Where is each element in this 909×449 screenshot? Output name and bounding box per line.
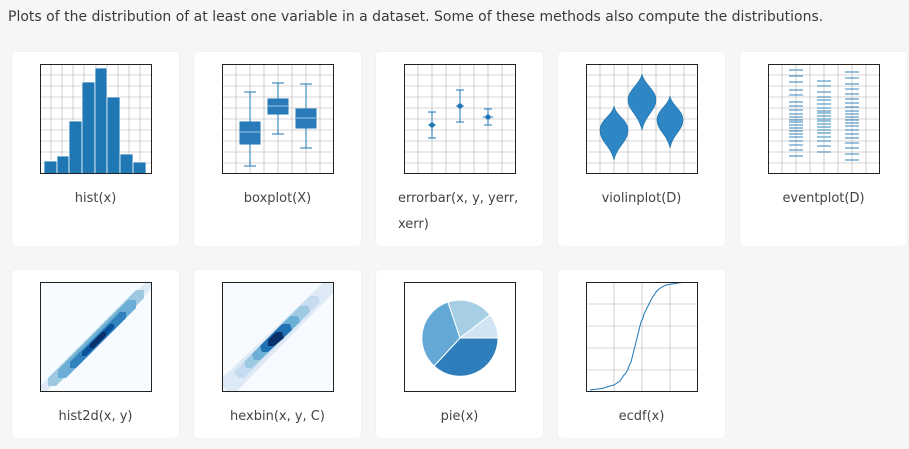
hist-thumbnail <box>40 64 152 174</box>
card-violinplot[interactable]: violinplot(D) <box>558 52 725 246</box>
card-hist[interactable]: hist(x) <box>12 52 179 246</box>
card-hexbin[interactable]: hexbin(x, y, C) <box>194 270 361 438</box>
intro-text: Plots of the distribution of at least on… <box>8 9 824 25</box>
boxplot-thumbnail <box>222 64 334 174</box>
card-eventplot[interactable]: eventplot(D) <box>740 52 907 246</box>
card-pie[interactable]: pie(x) <box>376 270 543 438</box>
hexbin-thumbnail <box>222 282 334 392</box>
card-label: eventplot(D) <box>782 191 865 206</box>
ecdf-thumbnail <box>586 282 698 392</box>
card-label: hist(x) <box>74 191 117 206</box>
card-label: errorbar(x, y, yerr, xerr) <box>398 191 519 232</box>
pie-thumbnail <box>404 282 516 392</box>
card-boxplot[interactable]: boxplot(X) <box>194 52 361 246</box>
card-ecdf[interactable]: ecdf(x) <box>558 270 725 438</box>
card-label: pie(x) <box>440 409 479 424</box>
card-errorbar[interactable]: errorbar(x, y, yerr, xerr) <box>376 52 543 246</box>
card-label: violinplot(D) <box>601 191 682 206</box>
violinplot-thumbnail <box>586 64 698 174</box>
errorbar-thumbnail <box>404 64 516 174</box>
card-label: hexbin(x, y, C) <box>230 409 325 424</box>
card-hist2d[interactable]: hist2d(x, y) <box>12 270 179 438</box>
card-label: ecdf(x) <box>618 409 665 424</box>
card-label: hist2d(x, y) <box>58 409 133 424</box>
card-label: boxplot(X) <box>243 191 312 206</box>
eventplot-thumbnail <box>768 64 880 174</box>
hist2d-thumbnail <box>40 282 152 392</box>
